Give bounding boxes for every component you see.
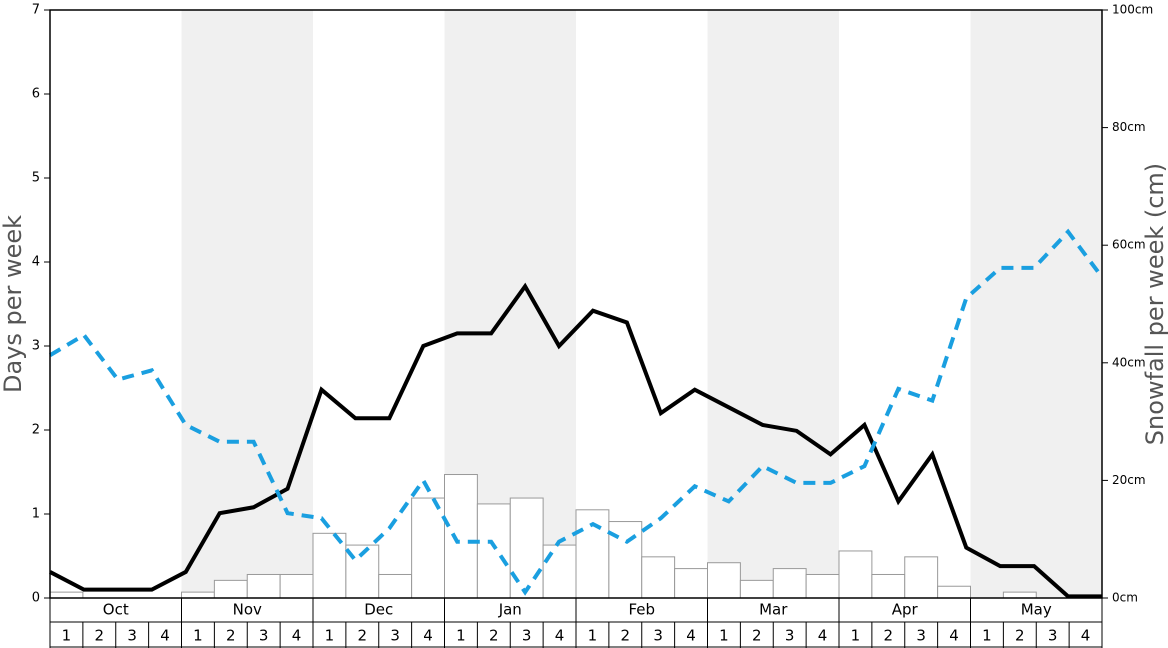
week-label: 2 [621, 627, 631, 645]
week-label: 2 [226, 627, 236, 645]
bar [49, 591, 84, 599]
bar [674, 568, 708, 599]
y-axis-label: Days per week [0, 215, 27, 393]
week-label: 3 [522, 627, 532, 645]
bar [904, 556, 939, 599]
week-label: 1 [982, 627, 992, 645]
week-label: 2 [752, 627, 762, 645]
week-label: 2 [489, 627, 499, 645]
month-label: Jan [498, 601, 522, 619]
dashed-line [48, 228, 1104, 596]
week-label: 3 [259, 627, 269, 645]
y-tick-label: 4 [32, 255, 40, 270]
week-label: 3 [653, 627, 663, 645]
bar [805, 573, 840, 599]
week-label: 3 [1048, 627, 1058, 645]
y-tick-label: 7 [32, 3, 40, 18]
y-tick-label: 1 [32, 507, 40, 522]
y-tick-label: 5 [32, 171, 40, 186]
week-label: 1 [456, 627, 466, 645]
y-tick-label: 2 [32, 423, 40, 438]
week-label: 4 [423, 627, 433, 645]
bar [542, 544, 577, 599]
y2-tick-label: 60cm [1112, 238, 1146, 252]
bar [246, 573, 281, 599]
y-tick-label: 0 [32, 591, 40, 606]
bar [871, 573, 906, 599]
month-shade [707, 10, 839, 598]
y-tick-label: 3 [32, 339, 40, 354]
week-label: 4 [686, 627, 696, 645]
week-label: 2 [358, 627, 368, 645]
bar [838, 550, 873, 599]
bar [772, 568, 807, 599]
week-label: 4 [555, 627, 565, 645]
line [49, 282, 1102, 599]
week-label: 4 [160, 627, 170, 645]
month-shade [970, 10, 1102, 598]
month-label: Feb [628, 601, 655, 619]
bar [937, 585, 971, 599]
bar [1002, 591, 1037, 599]
bar [213, 579, 248, 599]
bar [509, 497, 544, 599]
y2-tick-label: 20cm [1112, 473, 1146, 487]
week-label: 1 [62, 627, 72, 645]
month-label: Dec [364, 601, 393, 619]
week-label: 2 [884, 627, 894, 645]
y2-axis-label: Snowfall per week (cm) [1141, 163, 1168, 445]
week-label: 1 [719, 627, 729, 645]
week-label: 2 [1015, 627, 1025, 645]
bar [181, 591, 215, 599]
week-label: 1 [588, 627, 598, 645]
week-label: 3 [785, 627, 795, 645]
y-tick-label: 6 [32, 87, 40, 102]
y2-tick-label: 100cm [1112, 3, 1153, 17]
y2-tick-label: 0cm [1112, 591, 1138, 605]
month-label: May [1021, 601, 1052, 619]
month-label: Mar [759, 601, 788, 619]
week-label: 1 [193, 627, 203, 645]
y2-tick-label: 40cm [1112, 355, 1146, 369]
week-label: 4 [292, 627, 302, 645]
week-label: 1 [325, 627, 335, 645]
bar [378, 573, 413, 599]
week-label: 3 [390, 627, 400, 645]
week-label: 3 [127, 627, 137, 645]
week-label: 4 [818, 627, 828, 645]
week-label: 3 [916, 627, 926, 645]
week-label: 2 [95, 627, 105, 645]
bar [707, 562, 741, 599]
week-label: 4 [949, 627, 959, 645]
bar [641, 556, 676, 599]
y2-tick-label: 80cm [1112, 120, 1146, 134]
bar [739, 579, 774, 599]
month-label: Oct [103, 601, 129, 619]
bar [411, 497, 445, 599]
month-label: Nov [233, 601, 262, 619]
bar [279, 573, 314, 599]
bar [444, 474, 478, 599]
week-label: 1 [851, 627, 861, 645]
bar [608, 521, 643, 599]
week-label: 4 [1081, 627, 1091, 645]
month-shade [181, 10, 313, 598]
month-label: Apr [892, 601, 919, 619]
bar [476, 503, 511, 599]
